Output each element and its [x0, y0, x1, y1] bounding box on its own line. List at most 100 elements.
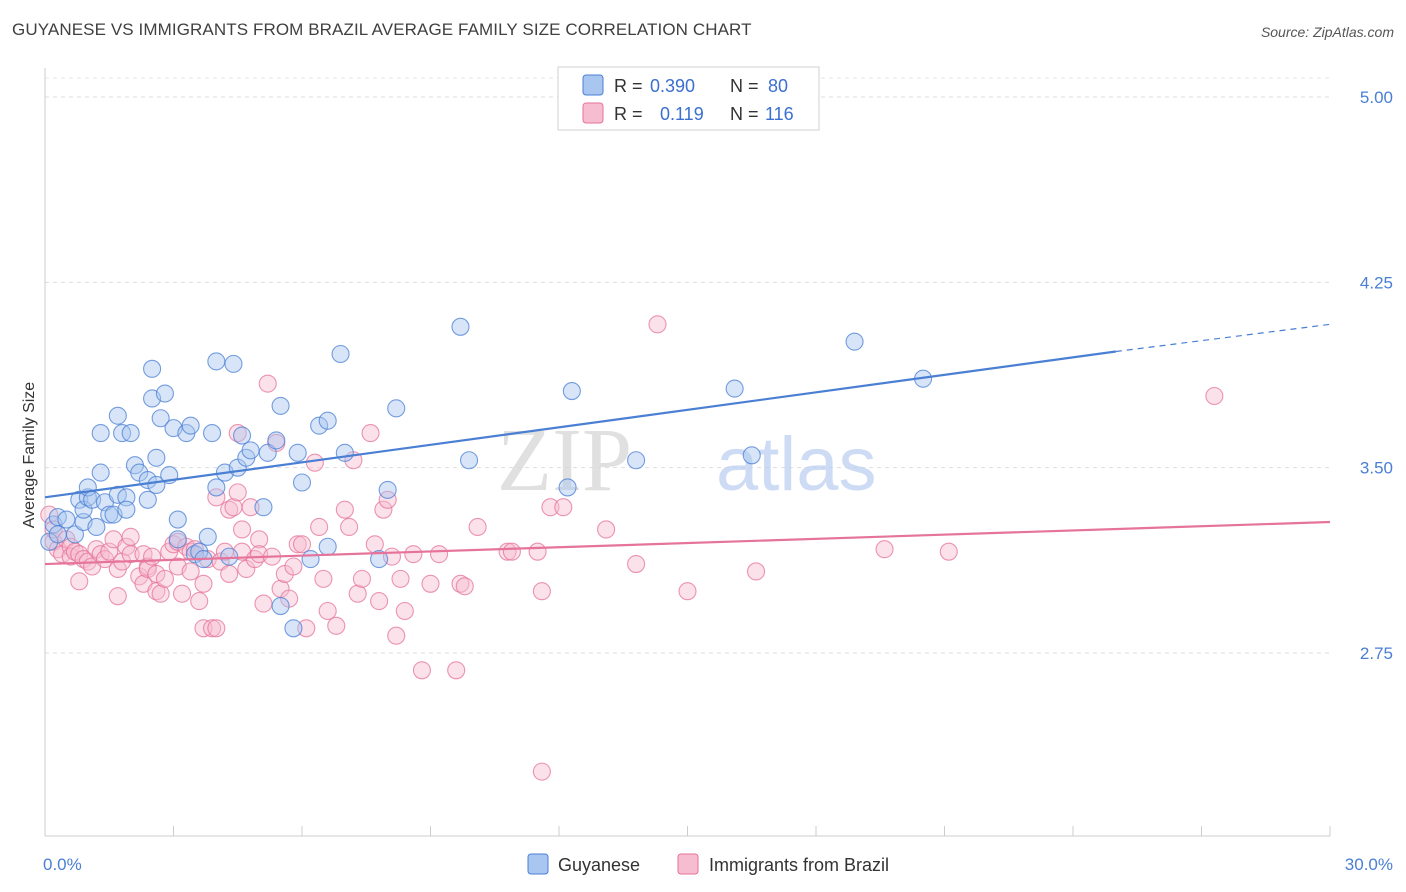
point-brazil	[305, 453, 324, 472]
series-legend: Guyanese Immigrants from Brazil	[527, 853, 889, 875]
legend-n-value-guyanese: 80	[768, 76, 788, 96]
point-brazil	[143, 547, 162, 566]
point-brazil	[151, 584, 170, 603]
bottom-legend-label-guyanese: Guyanese	[558, 855, 640, 875]
y-tick-label: 4.25	[1360, 273, 1393, 292]
point-guyanese	[292, 473, 312, 492]
point-brazil	[340, 517, 359, 537]
point-brazil	[404, 545, 423, 564]
point-brazil	[254, 594, 273, 613]
point-guyanese	[331, 344, 350, 364]
point-brazil	[352, 569, 372, 588]
point-guyanese	[138, 490, 157, 509]
point-brazil	[297, 619, 316, 638]
point-guyanese	[288, 443, 307, 462]
point-guyanese	[91, 424, 110, 443]
point-brazil	[875, 540, 894, 559]
point-brazil	[190, 592, 209, 611]
point-guyanese	[198, 527, 217, 546]
point-brazil	[374, 500, 393, 519]
legend-r-value-guyanese: 0.390	[650, 76, 695, 96]
x-tick-label-min: 0.0%	[43, 855, 82, 874]
point-brazil	[207, 488, 226, 507]
point-brazil	[541, 498, 560, 517]
point-guyanese	[335, 443, 354, 462]
trend-lines	[44, 323, 1331, 566]
point-brazil	[430, 545, 449, 564]
point-brazil	[250, 530, 269, 549]
point-brazil	[70, 572, 89, 591]
point-brazil	[228, 483, 247, 502]
point-guyanese	[258, 443, 277, 462]
legend-r-value-brazil: 0.119	[660, 104, 704, 124]
point-brazil	[597, 520, 616, 539]
point-brazil	[173, 584, 192, 603]
point-guyanese	[121, 424, 140, 443]
point-guyanese	[562, 382, 581, 401]
point-guyanese	[378, 480, 397, 499]
point-guyanese	[845, 332, 864, 351]
y-axis-label: Average Family Size	[21, 382, 38, 529]
point-brazil	[288, 535, 307, 554]
point-brazil	[447, 661, 466, 680]
point-guyanese	[65, 525, 85, 544]
point-brazil	[348, 584, 367, 603]
point-guyanese	[91, 463, 110, 482]
point-brazil	[284, 557, 303, 576]
point-guyanese	[117, 500, 136, 519]
point-guyanese	[725, 379, 744, 398]
point-brazil	[498, 542, 517, 561]
point-guyanese	[318, 411, 337, 430]
stats-legend: R = 0.390 N = 80 R = 0.119 N = 116	[557, 66, 820, 131]
point-guyanese	[254, 498, 273, 517]
point-guyanese	[100, 505, 119, 524]
point-guyanese	[147, 448, 166, 467]
point-guyanese	[48, 525, 67, 544]
x-tick-label-max: 30.0%	[1345, 855, 1393, 874]
point-brazil	[1205, 386, 1224, 406]
point-brazil	[241, 498, 260, 517]
point-brazil	[108, 587, 127, 606]
point-brazil	[258, 374, 277, 393]
point-guyanese	[459, 451, 479, 470]
point-guyanese	[232, 426, 252, 445]
legend-r-label-brazil: R =	[614, 104, 643, 124]
point-brazil	[746, 562, 766, 581]
point-brazil	[468, 517, 487, 537]
point-brazil	[314, 569, 333, 588]
point-guyanese	[181, 416, 200, 435]
point-guyanese	[87, 517, 106, 537]
trend-line-guyanese-extension	[1115, 323, 1331, 353]
bottom-legend-swatch-guyanese	[527, 853, 549, 875]
point-guyanese	[57, 510, 76, 529]
point-brazil	[194, 574, 213, 593]
legend-n-label-brazil: N =	[730, 104, 759, 124]
point-guyanese	[224, 354, 243, 373]
legend-swatch-brazil	[582, 102, 604, 124]
point-brazil	[678, 582, 697, 601]
point-brazil	[121, 527, 140, 546]
y-tick-label: 5.00	[1360, 88, 1393, 107]
legend-r-label-guyanese: R =	[614, 76, 643, 96]
point-guyanese	[117, 488, 136, 507]
point-brazil	[532, 582, 551, 601]
chart-title: GUYANESE VS IMMIGRANTS FROM BRAZIL AVERA…	[12, 20, 752, 39]
point-guyanese	[220, 547, 239, 566]
point-brazil	[207, 619, 226, 638]
legend-n-label-guyanese: N =	[730, 76, 759, 96]
point-guyanese	[451, 317, 470, 336]
point-guyanese	[241, 441, 260, 460]
tick-labels: 2.75 3.50 4.25 5.00 0.0% 30.0%	[43, 88, 1393, 874]
point-brazil	[387, 626, 406, 645]
point-guyanese	[267, 431, 286, 450]
point-guyanese	[151, 409, 170, 428]
axes	[44, 68, 1331, 837]
point-brazil	[421, 574, 440, 593]
point-brazil	[220, 564, 239, 583]
point-guyanese	[168, 530, 187, 549]
point-guyanese	[203, 424, 222, 443]
point-brazil	[627, 554, 646, 574]
trend-line-guyanese	[44, 350, 1116, 499]
point-guyanese	[143, 359, 162, 378]
